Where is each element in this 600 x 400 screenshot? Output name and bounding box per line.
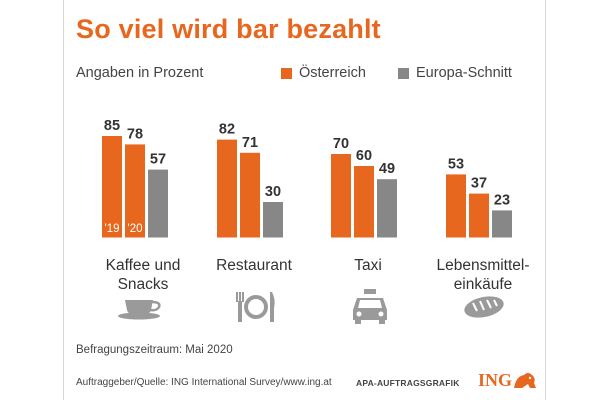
category-label-lebensmittel-line2: einkäufe — [453, 276, 513, 293]
value-label-at19-0: 85 — [104, 118, 120, 134]
category-label-kaffee-line1: Kaffee und — [105, 257, 181, 274]
value-label-at19-1: 82 — [219, 122, 235, 138]
bar-at20-1 — [240, 152, 260, 238]
bar-eu-0 — [148, 169, 168, 238]
value-label-at20-1: 71 — [242, 135, 258, 151]
legend-item-europa: Europa-Schnitt — [398, 65, 512, 81]
bar-eu-1 — [263, 202, 283, 238]
category-label-taxi: Taxi — [354, 257, 382, 274]
plate-cutlery-icon — [236, 292, 275, 322]
lion-logo-icon — [514, 373, 536, 388]
year-annotation-0: '19 — [105, 223, 120, 235]
bar-at19-1 — [217, 139, 237, 238]
coffee-cup-icon — [118, 300, 161, 320]
legend-item-oesterreich: Österreich — [281, 65, 366, 81]
category-label-kaffee: Kaffee und Snacks — [88, 256, 198, 294]
legend-label-oesterreich: Österreich — [299, 65, 366, 81]
category-label-lebensmittel-line1: Lebensmittel- — [436, 257, 530, 274]
value-label-at20-3: 37 — [471, 176, 487, 192]
bar-at20-2 — [354, 166, 374, 238]
bar-eu-3 — [492, 210, 512, 238]
bar-eu-2 — [377, 179, 397, 238]
bread-icon — [464, 296, 504, 318]
value-label-at20-0: 78 — [127, 126, 143, 142]
bar-at19-3 — [446, 174, 466, 238]
category-label-kaffee-line2: Snacks — [117, 276, 169, 293]
category-label-lebensmittel: Lebensmittel- einkäufe — [428, 256, 538, 294]
bar-at20-3 — [469, 193, 489, 238]
survey-period-note: Befragungszeitraum: Mai 2020 — [76, 344, 233, 356]
value-label-at19-3: 53 — [448, 156, 464, 172]
source-note: Auftraggeber/Quelle: ING International S… — [76, 377, 332, 388]
graphic-credit: APA-AUFTRAGSGRAFIK — [356, 378, 460, 388]
bar-at19-2 — [331, 154, 351, 238]
brand-logo: ING — [478, 370, 513, 390]
value-label-at19-2: 70 — [333, 136, 349, 152]
value-label-eu-2: 49 — [379, 161, 395, 177]
chart-subtitle: Angaben in Prozent — [76, 65, 204, 81]
taxi-icon — [353, 289, 387, 324]
value-label-eu-0: 57 — [150, 152, 166, 168]
value-label-eu-1: 30 — [265, 184, 281, 200]
value-label-at20-2: 60 — [356, 148, 372, 164]
legend-swatch-oesterreich — [281, 67, 292, 79]
bar-at19-0 — [102, 136, 122, 238]
chart-title: So viel wird bar bezahlt — [76, 14, 381, 44]
bar-at20-0 — [125, 144, 145, 238]
legend-swatch-europa — [398, 67, 409, 79]
category-label-restaurant: Restaurant — [216, 257, 292, 274]
legend-label-europa: Europa-Schnitt — [416, 65, 512, 81]
year-annotation-1: '20 — [128, 223, 143, 235]
value-label-eu-3: 23 — [494, 192, 510, 208]
